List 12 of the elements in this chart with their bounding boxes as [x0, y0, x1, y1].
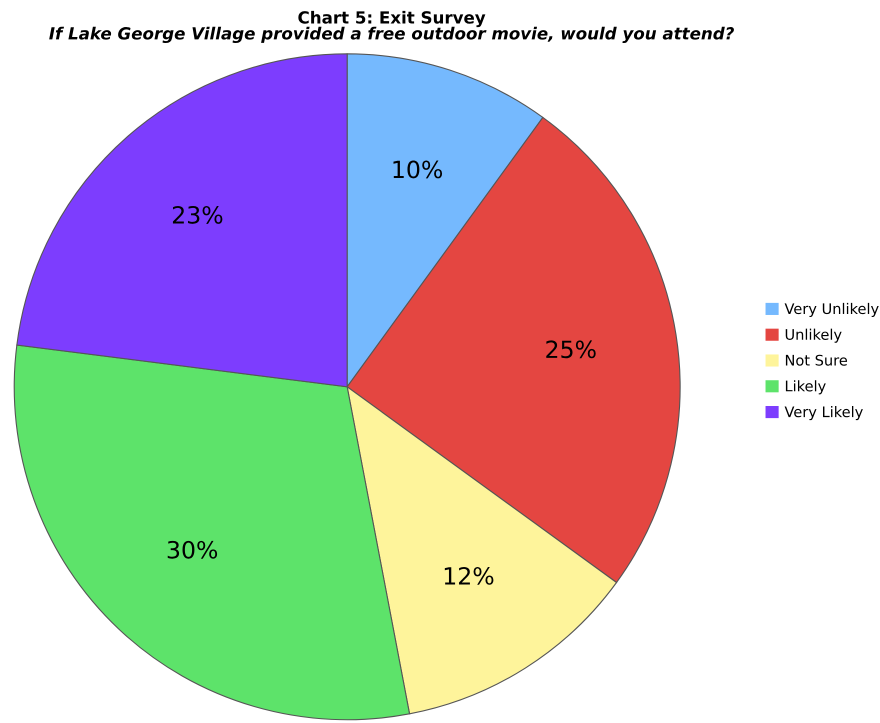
legend-label: Likely — [786, 380, 826, 394]
legend-label: Very Likely — [784, 406, 863, 420]
data-label: 12% — [444, 566, 494, 585]
data-label: 10% — [393, 160, 442, 178]
data-label: 30% — [168, 540, 218, 559]
chart-title: Chart 5: Exit Survey — [298, 10, 486, 28]
legend-label: Unlikely — [786, 328, 842, 343]
data-label: 23% — [172, 206, 222, 224]
data-label: 25% — [546, 340, 596, 358]
legend-label: Very Unlikely — [784, 302, 879, 317]
legend-label: Not Sure — [786, 354, 848, 366]
chart-subtitle: If Lake George Village provided a free outdoor movie, would you attend? — [49, 26, 734, 44]
